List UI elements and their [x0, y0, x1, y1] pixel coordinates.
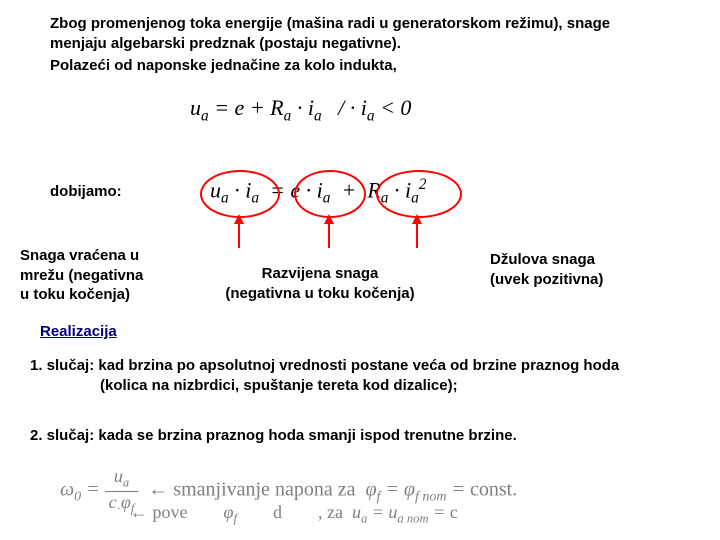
label-left-3: u toku kočenja) — [20, 286, 130, 303]
ellipse-2 — [294, 170, 366, 218]
intro-para-1: Zbog promenjenog toka energije (mašina r… — [50, 14, 670, 53]
slucaj-1-text: 1. slučaj: kad brzina po apsolutnoj vred… — [30, 356, 670, 395]
label-right-2: (uvek pozitivna) — [490, 271, 603, 288]
ellipse-1 — [200, 170, 280, 218]
label-left: Snaga vraćena u mrežu (negativna u toku … — [20, 246, 143, 305]
label-left-2: mrežu (negativna — [20, 267, 143, 284]
label-mid-2: (negativna u toku kočenja) — [225, 285, 414, 302]
equation-1: ua = e + Ra · ia / · ia < 0 — [190, 95, 411, 125]
label-right-1: Džulova snaga — [490, 251, 595, 268]
intro-para-2: Polazeći od naponske jednačine za kolo i… — [50, 56, 670, 76]
equation-bottom-2: ← pove φf d , za ua = ua nom = c — [130, 502, 458, 527]
label-mid-1: Razvijena snaga — [262, 265, 379, 282]
dobijamo-label: dobijamo: — [50, 182, 122, 202]
label-right: Džulova snaga (uvek pozitivna) — [490, 250, 603, 289]
slucaj-1: 1. slučaj: kad brzina po apsolutnoj vred… — [30, 356, 670, 395]
realizacija-heading: Realizacija — [40, 322, 117, 342]
slucaj-2: 2. slučaj: kada se brzina praznog hoda s… — [30, 426, 670, 446]
label-left-1: Snaga vraćena u — [20, 247, 139, 264]
label-mid: Razvijena snaga (negativna u toku kočenj… — [210, 264, 430, 303]
ellipse-3 — [376, 170, 462, 218]
